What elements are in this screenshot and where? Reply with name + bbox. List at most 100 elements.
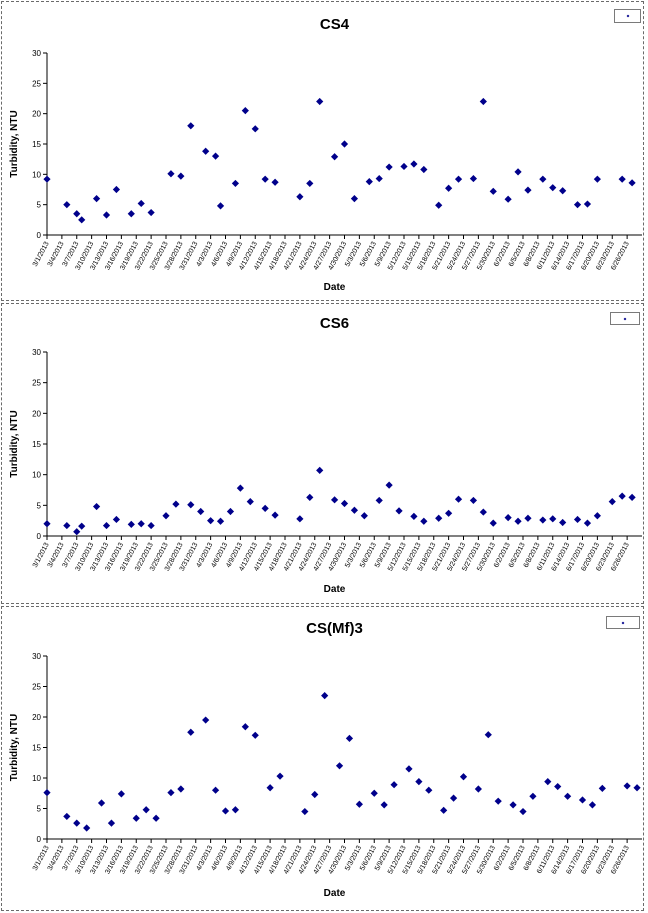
data-point bbox=[306, 179, 314, 188]
data-point bbox=[618, 492, 626, 500]
data-point bbox=[251, 125, 259, 133]
chart-svg: CS(Mf)30510152025303/1/20133/4/20133/7/2… bbox=[9, 620, 642, 899]
y-tick-label: 15 bbox=[32, 440, 41, 449]
data-point bbox=[564, 792, 572, 800]
data-point bbox=[226, 507, 235, 516]
data-point bbox=[514, 168, 522, 176]
data-point bbox=[167, 170, 175, 178]
data-point bbox=[117, 790, 125, 798]
data-point bbox=[211, 786, 220, 794]
data-point bbox=[385, 481, 393, 489]
data-point bbox=[102, 521, 111, 530]
data-point bbox=[549, 184, 557, 192]
data-point bbox=[618, 175, 626, 183]
y-axis-label: Turbidity, NTU bbox=[9, 110, 20, 177]
data-point bbox=[231, 806, 240, 814]
data-point bbox=[628, 179, 636, 187]
data-point bbox=[608, 498, 616, 506]
data-point bbox=[162, 512, 170, 520]
y-tick-label: 25 bbox=[32, 79, 41, 88]
chart-panel-csmf3: CS(Mf)3 0 5 10 15 20 25 30 3/1/2013 3/4/2013 3/7/2… bbox=[1, 606, 644, 911]
data-point bbox=[246, 498, 254, 506]
data-point bbox=[484, 731, 492, 739]
y-tick-label: 25 bbox=[32, 379, 41, 388]
data-point bbox=[316, 466, 324, 474]
data-point bbox=[420, 165, 428, 174]
data-point bbox=[623, 782, 631, 790]
data-point bbox=[73, 819, 81, 827]
data-point bbox=[504, 514, 512, 522]
data-point bbox=[454, 175, 463, 183]
data-point bbox=[559, 518, 567, 527]
data-point bbox=[380, 801, 388, 809]
data-point bbox=[588, 801, 597, 809]
data-point bbox=[241, 723, 249, 731]
y-tick-label: 20 bbox=[32, 409, 41, 418]
data-point bbox=[494, 797, 502, 805]
data-point bbox=[187, 728, 195, 736]
y-tick-label: 25 bbox=[32, 683, 41, 692]
y-tick-label: 5 bbox=[37, 805, 42, 814]
chart-title: CS4 bbox=[320, 16, 350, 33]
chart-svg: CS40510152025303/1/20133/4/20133/7/20133… bbox=[9, 16, 642, 293]
y-tick-label: 30 bbox=[32, 49, 41, 58]
legend-marker bbox=[626, 14, 629, 18]
y-tick-label: 30 bbox=[32, 348, 41, 357]
data-point bbox=[142, 806, 150, 814]
data-point bbox=[489, 187, 497, 195]
data-point bbox=[385, 163, 393, 171]
data-point bbox=[83, 824, 91, 832]
data-point bbox=[207, 517, 215, 525]
legend-box bbox=[606, 616, 640, 629]
y-tick-label: 5 bbox=[37, 201, 42, 210]
data-point bbox=[573, 201, 582, 209]
data-point bbox=[360, 512, 368, 520]
data-point bbox=[177, 172, 185, 180]
data-point bbox=[370, 789, 378, 797]
data-point bbox=[410, 160, 418, 168]
data-point bbox=[167, 789, 175, 797]
data-point bbox=[221, 807, 230, 815]
data-point bbox=[301, 807, 309, 816]
data-point bbox=[335, 762, 344, 770]
data-point bbox=[420, 517, 428, 525]
data-point bbox=[449, 794, 458, 802]
data-point bbox=[340, 499, 349, 508]
data-point bbox=[137, 520, 145, 528]
legend-marker bbox=[623, 317, 627, 320]
data-point bbox=[271, 511, 279, 519]
data-point bbox=[147, 521, 155, 530]
data-point bbox=[524, 186, 532, 194]
data-point bbox=[445, 509, 453, 517]
data-point bbox=[92, 502, 101, 511]
data-point bbox=[425, 786, 433, 794]
data-point bbox=[311, 790, 319, 799]
data-point bbox=[271, 178, 279, 186]
data-point bbox=[112, 515, 121, 524]
data-point bbox=[435, 514, 443, 522]
data-point bbox=[216, 202, 225, 210]
y-tick-label: 30 bbox=[32, 652, 41, 661]
data-point bbox=[330, 496, 339, 504]
legend-box bbox=[614, 9, 641, 23]
data-point bbox=[539, 516, 547, 524]
data-point bbox=[127, 210, 135, 218]
y-tick-label: 10 bbox=[32, 774, 41, 783]
data-point bbox=[97, 799, 106, 807]
data-point bbox=[202, 716, 210, 724]
chart-panel-cs4: CS4 0 5 10 15 20 25 30 3/1/2013 3/4/2013 3/7/2013 3… bbox=[1, 1, 644, 301]
data-point bbox=[132, 814, 140, 822]
legend-box bbox=[610, 312, 640, 325]
data-point bbox=[390, 781, 398, 789]
data-point bbox=[410, 512, 418, 520]
data-point bbox=[147, 208, 155, 217]
data-point bbox=[633, 784, 641, 792]
data-point bbox=[415, 778, 423, 786]
data-point bbox=[261, 504, 269, 512]
data-point bbox=[489, 519, 497, 527]
data-point bbox=[137, 199, 145, 208]
y-tick-label: 0 bbox=[37, 231, 42, 240]
data-point bbox=[598, 784, 606, 792]
data-point bbox=[63, 201, 71, 209]
data-point bbox=[92, 195, 101, 203]
